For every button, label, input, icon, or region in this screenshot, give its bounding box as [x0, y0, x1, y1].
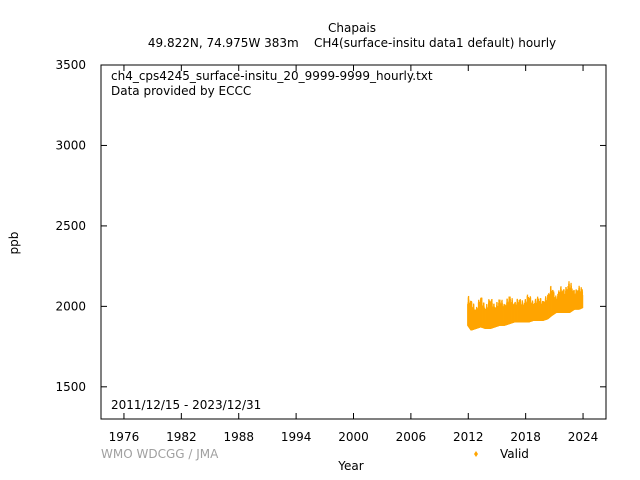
plot-frame: [100, 64, 607, 420]
axis-ticks: 1976 1982 1988 1994 2000 2006 2012 2018 2024 1500…: [55, 58, 606, 444]
y-tick-label: 2000: [55, 299, 86, 313]
legend-marker-valid: [474, 451, 478, 457]
chart-title: Chapais: [328, 21, 376, 35]
y-tick-label: 3500: [55, 58, 86, 72]
x-axis-label: Year: [337, 459, 363, 473]
y-tick-label: 1500: [55, 380, 86, 394]
x-tick-label: 2000: [338, 430, 369, 444]
y-tick-label: 3000: [55, 138, 86, 152]
x-tick-label: 1994: [281, 430, 312, 444]
legend: Valid: [474, 447, 529, 461]
x-tick-label: 2012: [453, 430, 484, 444]
provider-label: Data provided by ECCC: [111, 84, 251, 98]
date-range-label: 2011/12/15 - 2023/12/31: [111, 398, 261, 412]
x-tick-label: 2018: [510, 430, 541, 444]
x-tick-label: 1988: [223, 430, 254, 444]
file-label: ch4_cps4245_surface-insitu_20_9999-9999_…: [111, 69, 433, 83]
x-tick-label: 2006: [396, 430, 427, 444]
chart-subtitle: 49.822N, 74.975W 383m CH4(surface-insitu…: [148, 36, 556, 50]
credit-label: WMO WDCGG / JMA: [101, 447, 219, 461]
x-tick-label: 2024: [568, 430, 599, 444]
x-tick-label: 1976: [109, 430, 140, 444]
legend-label-valid: Valid: [500, 447, 529, 461]
y-axis-label: ppb: [7, 232, 21, 255]
data-points: [467, 281, 584, 331]
x-tick-label: 1982: [166, 430, 197, 444]
y-tick-label: 2500: [55, 219, 86, 233]
